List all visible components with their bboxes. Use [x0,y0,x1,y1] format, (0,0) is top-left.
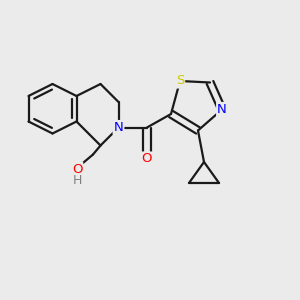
Text: O: O [72,163,82,176]
Text: N: N [217,103,227,116]
Text: H: H [72,174,82,187]
Text: O: O [142,152,152,166]
Text: S: S [176,74,184,88]
Text: N: N [114,121,123,134]
